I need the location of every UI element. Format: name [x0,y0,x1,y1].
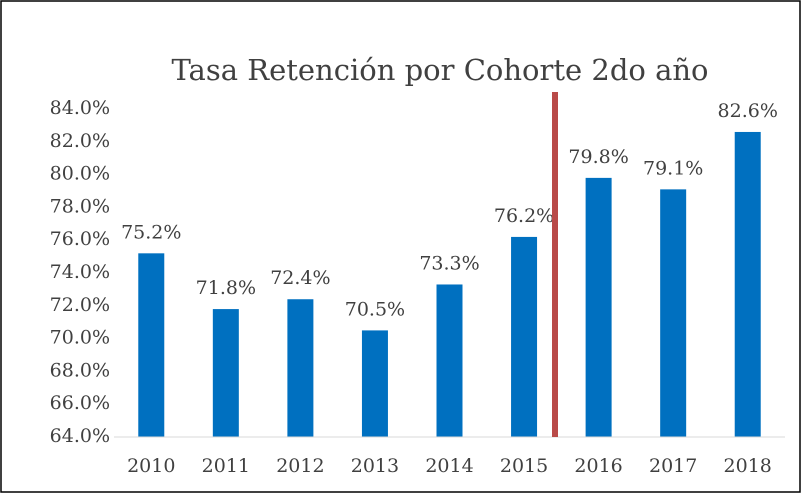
y-tick-label: 84.0% [50,97,110,119]
x-tick-label: 2017 [649,455,697,477]
data-label: 70.5% [345,298,405,320]
x-tick-label: 2016 [574,455,622,477]
bar [511,236,538,437]
x-tick-label: 2013 [351,455,399,477]
y-tick-label: 66.0% [50,392,110,414]
bar [660,189,687,437]
data-label: 75.2% [121,221,181,243]
chart-title: Tasa Retención por Cohorte 2do año [171,53,708,87]
divider-line [552,92,558,437]
bar [138,253,165,437]
bar [212,309,239,437]
data-label: 79.1% [643,157,703,179]
y-tick-label: 80.0% [50,163,110,185]
y-tick-label: 76.0% [50,228,110,250]
bar [361,330,388,437]
bar [585,177,612,437]
data-label: 71.8% [196,277,256,299]
data-label: 72.4% [270,267,330,289]
x-tick-label: 2010 [127,455,175,477]
data-label: 79.8% [568,146,628,168]
y-tick-label: 72.0% [50,294,110,316]
data-label: 73.3% [419,252,479,274]
x-tick-label: 2011 [202,455,250,477]
y-tick-label: 64.0% [50,425,110,447]
y-tick-label: 78.0% [50,195,110,217]
data-label: 82.6% [718,100,778,122]
x-tick-label: 2014 [425,455,473,477]
bar [436,284,463,437]
bar [287,299,314,437]
y-tick-label: 70.0% [50,327,110,349]
y-tick-label: 82.0% [50,130,110,152]
y-tick-label: 74.0% [50,261,110,283]
x-tick-label: 2015 [500,455,548,477]
x-tick-label: 2018 [724,455,772,477]
data-label: 76.2% [494,205,554,227]
y-tick-label: 68.0% [50,359,110,381]
bar [734,131,761,437]
x-tick-label: 2012 [276,455,324,477]
